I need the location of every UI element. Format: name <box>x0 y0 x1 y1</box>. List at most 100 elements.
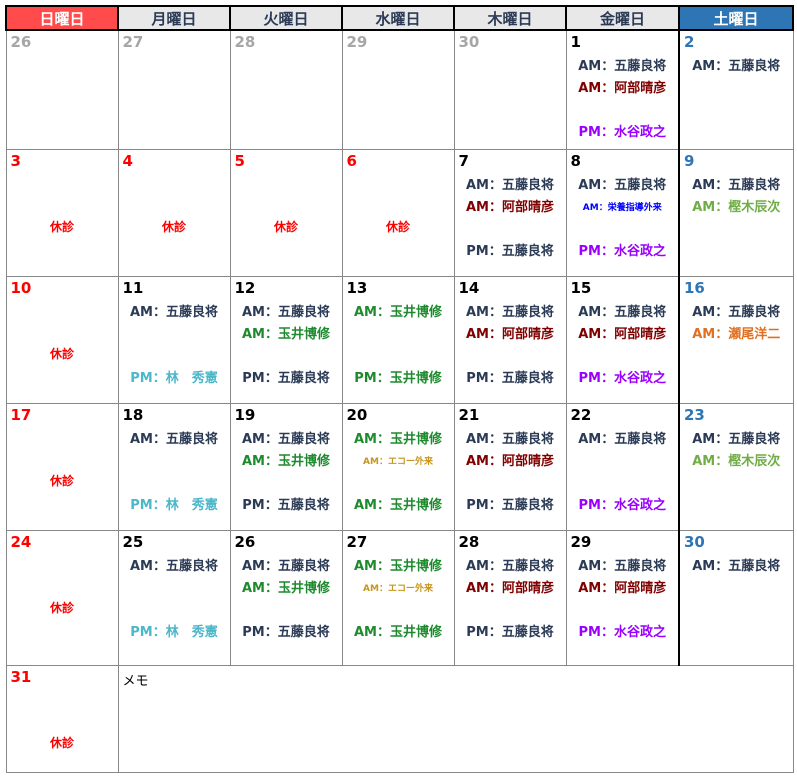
day-number: 28 <box>234 33 256 51</box>
schedule-entry: AM：玉井博修 <box>354 304 442 320</box>
memo-area[interactable]: メモ <box>117 664 794 773</box>
day-cell[interactable]: 9 AM：五藤良将 AM：樫木辰次 <box>678 148 794 277</box>
week-row: 3 休診 4 休診 5 休診 6 休診 7 AM：五藤良将 AM：阿部晴彦 PM：五藤良将 8 AM：五藤… <box>5 148 794 277</box>
day-cell[interactable]: 29 AM：五藤良将 AM：阿部晴彦 PM：水谷政之 <box>565 529 680 666</box>
schedule-entry: AM：五藤良将 <box>130 558 218 574</box>
schedule-entry: AM：阿部晴彦 <box>466 453 554 469</box>
day-cell[interactable]: 14 AM：五藤良将 AM：阿部晴彦 PM：五藤良将 <box>453 275 567 404</box>
day-cell[interactable]: 28 AM：五藤良将 AM：阿部晴彦 PM：五藤良将 <box>453 529 567 666</box>
day-cell[interactable]: 8 AM：五藤良将 AM：栄養指導外来 PM：水谷政之 <box>565 148 680 277</box>
day-number: 25 <box>122 532 144 551</box>
day-cell[interactable]: 20 AM：玉井博修 AM：エコー外来 AM：玉井博修 <box>341 402 455 531</box>
day-cell[interactable]: 4 休診 <box>117 148 231 277</box>
weekday-2: 火曜日 <box>229 5 343 31</box>
day-cell[interactable]: 30 AM：五藤良将 <box>678 529 794 666</box>
schedule-entry: AM：五藤良将 <box>466 177 554 193</box>
schedule-entry: PM：五藤良将 <box>242 497 330 513</box>
schedule-entry: AM：樫木辰次 <box>692 199 781 215</box>
day-cell[interactable]: 23 AM：五藤良将 AM：樫木辰次 <box>678 402 794 531</box>
schedule-entry: PM：五藤良将 <box>466 370 554 386</box>
day-cell[interactable]: 17 休診 <box>5 402 119 531</box>
day-cell[interactable]: 22 AM：五藤良将 PM：水谷政之 <box>565 402 680 531</box>
day-number: 13 <box>346 278 368 297</box>
day-number: 9 <box>684 151 695 170</box>
day-number: 10 <box>10 278 32 297</box>
closed-label: 休診 <box>49 346 74 361</box>
day-cell[interactable]: 10 休診 <box>5 275 119 404</box>
day-number: 16 <box>684 278 705 297</box>
weekday-4: 木曜日 <box>453 5 567 31</box>
day-number: 2 <box>684 33 695 51</box>
day-cell[interactable]: 28 <box>229 29 343 150</box>
day-cell[interactable]: 5 休診 <box>229 148 343 277</box>
day-number: 18 <box>122 405 144 424</box>
closed-label: 休診 <box>385 219 410 234</box>
closed-label: 休診 <box>49 473 74 488</box>
day-number: 21 <box>458 405 480 424</box>
memo-label: メモ <box>122 673 149 689</box>
day-cell[interactable]: 29 <box>341 29 455 150</box>
day-cell[interactable]: 16 AM：五藤良将 AM：瀬尾洋二 <box>678 275 794 404</box>
day-cell[interactable]: 15 AM：五藤良将 AM：阿部晴彦 PM：水谷政之 <box>565 275 680 404</box>
schedule-entry: PM：五藤良将 <box>466 497 554 513</box>
schedule-entry: AM：栄養指導外来 <box>582 202 662 213</box>
day-number: 1 <box>570 33 581 51</box>
day-cell[interactable]: 25 AM：五藤良将 PM：林 秀憲 <box>117 529 231 666</box>
day-cell[interactable]: 11 AM：五藤良将 PM：林 秀憲 <box>117 275 231 404</box>
schedule-entry: PM：林 秀憲 <box>130 497 218 513</box>
weekday-0: 日曜日 <box>5 5 119 31</box>
schedule-entry: AM：五藤良将 <box>242 304 330 320</box>
day-cell[interactable]: 12 AM：五藤良将 AM：玉井博修 PM：五藤良将 <box>229 275 343 404</box>
day-number: 14 <box>458 278 480 297</box>
day-number: 27 <box>122 33 144 51</box>
schedule-entry: AM：瀬尾洋二 <box>692 326 781 342</box>
schedule-entry: PM：水谷政之 <box>578 497 666 513</box>
day-number: 26 <box>10 33 32 51</box>
day-cell[interactable]: 27 <box>117 29 231 150</box>
weekday-1: 月曜日 <box>117 5 231 31</box>
schedule-entry: AM：玉井博修 <box>354 431 442 447</box>
schedule-entry: AM：樫木辰次 <box>692 453 781 469</box>
day-number: 30 <box>458 33 480 51</box>
schedule-entry: PM：水谷政之 <box>578 624 666 640</box>
day-cell[interactable]: 30 <box>453 29 567 150</box>
schedule-entry: AM：五藤良将 <box>692 177 781 193</box>
schedule-entry: AM：五藤良将 <box>466 431 554 447</box>
day-cell[interactable]: 24 休診 <box>5 529 119 666</box>
day-cell[interactable]: 6 休診 <box>341 148 455 277</box>
schedule-entry: AM：玉井博修 <box>242 326 330 342</box>
day-cell[interactable]: 7 AM：五藤良将 AM：阿部晴彦 PM：五藤良将 <box>453 148 567 277</box>
weekday-5: 金曜日 <box>565 5 680 31</box>
day-cell[interactable]: 31 休診 <box>5 664 119 773</box>
schedule-entry: AM：五藤良将 <box>242 431 330 447</box>
closed-label: 休診 <box>49 219 74 234</box>
schedule-entry: AM：五藤良将 <box>578 177 667 193</box>
schedule-entry: AM：玉井博修 <box>354 624 442 640</box>
day-cell[interactable]: 21 AM：五藤良将 AM：阿部晴彦 PM：五藤良将 <box>453 402 567 531</box>
schedule-entry: PM：水谷政之 <box>578 243 666 259</box>
day-cell[interactable]: 1 AM：五藤良将 AM：阿部晴彦 PM：水谷政之 <box>565 29 680 150</box>
closed-label: 休診 <box>161 219 186 234</box>
schedule-entry: AM：五藤良将 <box>578 431 667 447</box>
day-number: 5 <box>234 151 245 170</box>
day-cell[interactable]: 27 AM：玉井博修 AM：エコー外来 AM：玉井博修 <box>341 529 455 666</box>
day-cell[interactable]: 26 <box>5 29 119 150</box>
day-cell[interactable]: 18 AM：五藤良将 PM：林 秀憲 <box>117 402 231 531</box>
schedule-entry: PM：五藤良将 <box>242 370 330 386</box>
day-number: 11 <box>122 278 144 297</box>
schedule-entry: AM：五藤良将 <box>692 431 781 447</box>
day-cell[interactable]: 26 AM：五藤良将 AM：玉井博修 PM：五藤良将 <box>229 529 343 666</box>
week-row: 17 休診 18 AM：五藤良将 PM：林 秀憲 19 AM：五藤良将 AM：玉井博修 PM：五… <box>5 402 794 531</box>
day-number: 26 <box>234 532 256 551</box>
schedule-entry: PM：五藤良将 <box>466 624 554 640</box>
schedule-entry: PM：五藤良将 <box>242 624 330 640</box>
day-number: 12 <box>234 278 256 297</box>
day-cell[interactable]: 19 AM：五藤良将 AM：玉井博修 PM：五藤良将 <box>229 402 343 531</box>
schedule-entry: AM：玉井博修 <box>354 497 442 513</box>
day-cell[interactable]: 2 AM：五藤良将 <box>678 29 794 150</box>
day-cell[interactable]: 13 AM：玉井博修 PM：玉井博修 <box>341 275 455 404</box>
schedule-entry: PM：水谷政之 <box>578 370 666 386</box>
schedule-entry: PM：林 秀憲 <box>130 370 218 386</box>
day-cell[interactable]: 3 休診 <box>5 148 119 277</box>
day-number: 15 <box>570 278 592 297</box>
